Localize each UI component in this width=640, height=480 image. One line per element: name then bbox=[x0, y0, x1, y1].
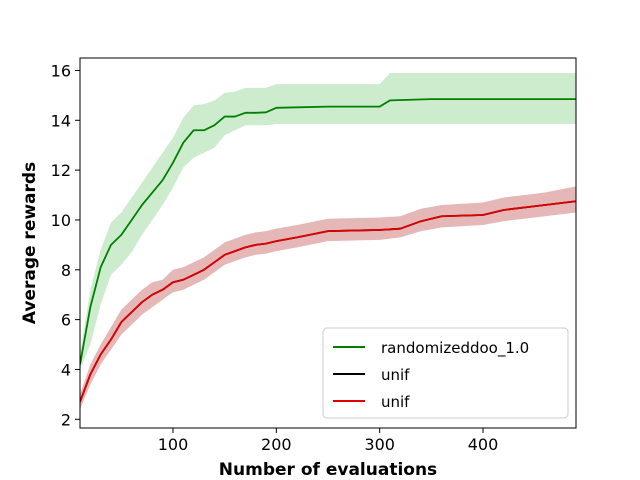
x-tick-label-0: 100 bbox=[158, 435, 189, 454]
x-tick-label-3: 400 bbox=[468, 435, 499, 454]
y-tick-label-3: 8 bbox=[61, 261, 71, 280]
legend-label-1: unif bbox=[381, 366, 410, 384]
series-0-line bbox=[80, 98, 576, 365]
series-0-band bbox=[80, 72, 576, 370]
x-tick-label-2: 300 bbox=[364, 435, 395, 454]
y-axis-label: Average rewards bbox=[20, 162, 40, 324]
y-tick-label-4: 10 bbox=[51, 211, 71, 230]
y-axis-ticks: 2 4 6 8 10 12 14 16 bbox=[51, 61, 80, 429]
y-tick-label-0: 2 bbox=[61, 410, 71, 429]
y-tick-label-6: 14 bbox=[51, 111, 71, 130]
x-axis-ticks: 100 200 300 400 bbox=[158, 428, 499, 454]
legend-box bbox=[322, 327, 569, 419]
legend-label-2: unif bbox=[381, 393, 410, 411]
plot-frame bbox=[79, 57, 577, 429]
y-tick-label-7: 16 bbox=[51, 61, 71, 80]
y-tick-label-5: 12 bbox=[51, 161, 71, 180]
legend-label-0: randomizeddoo_1.0 bbox=[381, 339, 529, 358]
y-tick-label-2: 6 bbox=[61, 311, 71, 330]
series-2-line bbox=[80, 200, 576, 403]
series-lines bbox=[80, 98, 576, 403]
x-tick-label-1: 200 bbox=[261, 435, 292, 454]
x-axis-label: Number of evaluations bbox=[219, 460, 437, 480]
y-tick-label-1: 4 bbox=[61, 360, 71, 379]
